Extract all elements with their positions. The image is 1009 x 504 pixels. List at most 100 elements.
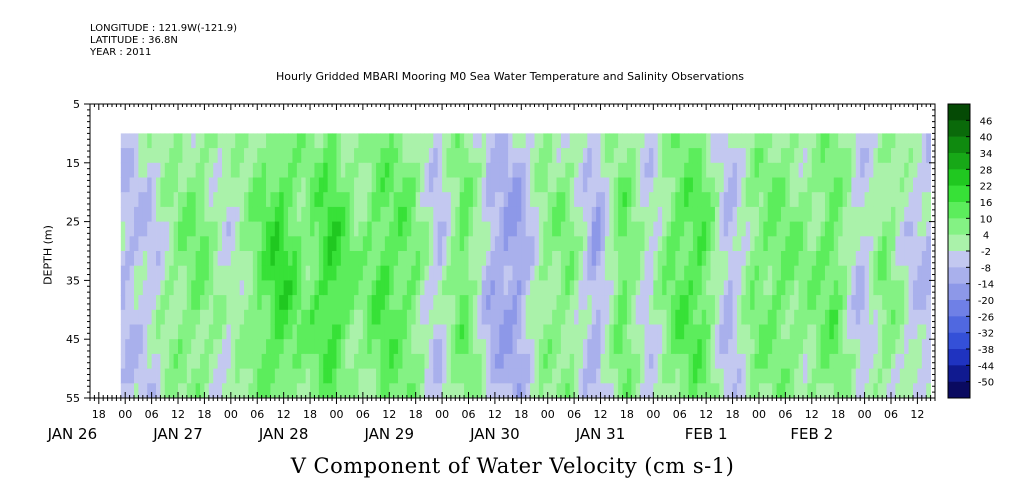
heatmap-cell: [288, 324, 293, 340]
heatmap-cell: [750, 192, 755, 208]
heatmap-cell: [160, 309, 166, 325]
heatmap-cell: [204, 177, 210, 193]
heatmap-cell: [574, 309, 579, 325]
heatmap-cell: [516, 148, 522, 164]
heatmap-cell: [367, 280, 373, 296]
heatmap-cell: [516, 265, 522, 281]
heatmap-cell: [323, 177, 329, 193]
heatmap-cell: [785, 192, 791, 208]
heatmap-cell: [389, 148, 395, 164]
heatmap-cell: [477, 309, 483, 325]
heatmap-cell: [622, 383, 628, 399]
heatmap-cell: [125, 309, 131, 325]
heatmap-cell: [754, 353, 760, 369]
heatmap-cell: [868, 206, 874, 222]
heatmap-cell: [745, 177, 751, 193]
heatmap-cell: [336, 309, 342, 325]
heatmap-cell: [283, 251, 289, 267]
x-tick-label: 12: [805, 408, 819, 421]
heatmap-cell: [728, 162, 733, 178]
heatmap-cell: [138, 148, 144, 164]
heatmap-cell: [591, 265, 597, 281]
heatmap-cell: [508, 368, 513, 384]
heatmap-cell: [195, 368, 201, 384]
heatmap-cell: [274, 162, 280, 178]
heatmap-cell: [292, 280, 298, 296]
heatmap-cell: [279, 251, 285, 267]
heatmap-cell: [895, 133, 901, 149]
heatmap-cell: [688, 353, 694, 369]
heatmap-cell: [631, 295, 637, 311]
heatmap-cell: [323, 324, 329, 340]
heatmap-cell: [420, 265, 425, 281]
heatmap-cell: [508, 265, 513, 281]
heatmap-cell: [455, 295, 461, 311]
heatmap-cell: [248, 309, 254, 325]
heatmap-cell: [591, 162, 597, 178]
heatmap-cell: [868, 280, 874, 296]
heatmap-cell: [235, 206, 241, 222]
heatmap-cell: [138, 133, 144, 149]
heatmap-cell: [534, 162, 540, 178]
heatmap-cell: [569, 177, 575, 193]
heatmap-cell: [776, 236, 782, 252]
heatmap-cell: [349, 353, 355, 369]
heatmap-cell: [296, 221, 302, 237]
heatmap-cell: [710, 324, 716, 340]
heatmap-cell: [406, 251, 412, 267]
heatmap-cell: [318, 309, 324, 325]
heatmap-cell: [270, 148, 276, 164]
heatmap-cell: [741, 280, 747, 296]
heatmap-cell: [230, 162, 236, 178]
heatmap-cell: [917, 221, 923, 237]
heatmap-cell: [648, 206, 654, 222]
heatmap-cell: [314, 251, 320, 267]
heatmap-cell: [657, 221, 663, 237]
heatmap-cell: [723, 324, 729, 340]
heatmap-cell: [248, 339, 254, 355]
heatmap-cell: [525, 383, 531, 399]
heatmap-cell: [684, 324, 689, 340]
heatmap-cell: [842, 236, 848, 252]
heatmap-cell: [899, 206, 905, 222]
heatmap-cell: [525, 280, 531, 296]
heatmap-cell: [402, 221, 408, 237]
heatmap-cell: [230, 324, 236, 340]
heatmap-cell: [138, 383, 144, 399]
heatmap-cell: [556, 251, 562, 267]
heatmap-cell: [706, 353, 711, 369]
heatmap-cell: [274, 324, 280, 340]
heatmap-cell: [305, 192, 311, 208]
heatmap-cell: [442, 383, 447, 399]
heatmap-cell: [613, 236, 619, 252]
heatmap-cell: [226, 148, 232, 164]
heatmap-cell: [776, 383, 782, 399]
heatmap-cell: [195, 383, 201, 399]
heatmap-cell: [596, 221, 601, 237]
heatmap-cell: [288, 221, 293, 237]
heatmap-cell: [600, 251, 606, 267]
heatmap-cell: [446, 383, 452, 399]
heatmap-cell: [182, 133, 188, 149]
heatmap-cell: [574, 251, 579, 267]
heatmap-cell: [811, 236, 817, 252]
heatmap-cell: [296, 206, 302, 222]
heatmap-cell: [508, 280, 513, 296]
heatmap-cell: [728, 221, 733, 237]
heatmap-cell: [543, 265, 549, 281]
heatmap-cell: [912, 339, 918, 355]
heatmap-cell: [164, 133, 170, 149]
heatmap-cell: [723, 280, 729, 296]
heatmap-cell: [226, 265, 232, 281]
heatmap-cell: [358, 162, 364, 178]
heatmap-cell: [442, 251, 447, 267]
heatmap-cell: [398, 236, 403, 252]
heatmap-cell: [556, 383, 562, 399]
heatmap-cell: [164, 309, 170, 325]
heatmap-cell: [895, 265, 901, 281]
heatmap-cell: [332, 280, 337, 296]
heatmap-cell: [904, 221, 909, 237]
heatmap-cell: [411, 265, 417, 281]
heatmap-cell: [574, 368, 579, 384]
heatmap-cell: [164, 383, 170, 399]
